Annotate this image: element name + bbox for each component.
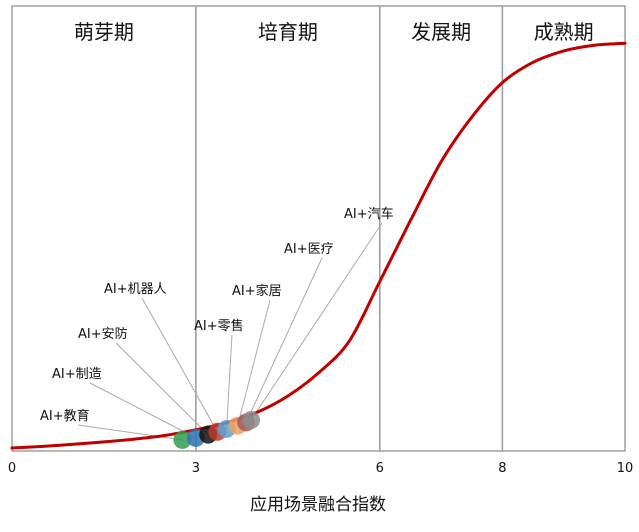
annotation-label: AI+教育 — [40, 408, 90, 424]
annotation-label: AI+医疗 — [284, 242, 334, 257]
annotation-label: AI+机器人 — [104, 282, 167, 297]
stage-label: 培育期 — [258, 20, 318, 44]
stage-label: 发展期 — [411, 20, 471, 44]
application-marker — [173, 430, 192, 449]
annotation-label: AI+零售 — [194, 318, 244, 334]
leader-line — [226, 334, 233, 429]
application-marker — [242, 411, 261, 430]
leader-line — [237, 299, 271, 426]
adoption-curve — [10, 41, 627, 450]
leader-line — [89, 382, 197, 439]
annotation-label: AI+安防 — [78, 326, 128, 342]
leader-line — [141, 297, 218, 433]
leader-line — [115, 342, 209, 435]
x-axis-label: 应用场景融合指数 — [250, 495, 386, 515]
annotation-label: AI+汽车 — [344, 206, 394, 222]
x-tick-label: 0 — [8, 461, 16, 476]
annotation-leaders: AI+教育 AI+制造 AI+安防 AI+机器人 AI+零售 AI+家居 AI+医疗 AI+汽… — [40, 206, 394, 441]
series-line — [10, 41, 627, 450]
x-tick-label: 10 — [617, 461, 634, 476]
stage-labels: 萌芽期 培育期 发展期 成熟期 — [74, 20, 594, 44]
leader-line — [245, 257, 323, 423]
x-tick-label: 6 — [376, 461, 384, 476]
application-markers — [173, 411, 261, 449]
x-tick-label: 3 — [192, 461, 200, 476]
plot-frame — [11, 5, 626, 452]
stage-label: 成熟期 — [534, 20, 594, 44]
annotation-label: AI+家居 — [232, 283, 282, 299]
x-tick-labels: 0 3 6 8 10 — [8, 461, 633, 476]
annotation-label: AI+制造 — [52, 367, 102, 382]
stage-dividers — [195, 6, 504, 451]
leader-line — [250, 222, 383, 421]
leader-line — [77, 424, 183, 441]
x-tick-label: 8 — [498, 461, 506, 476]
stage-label: 萌芽期 — [74, 20, 134, 44]
